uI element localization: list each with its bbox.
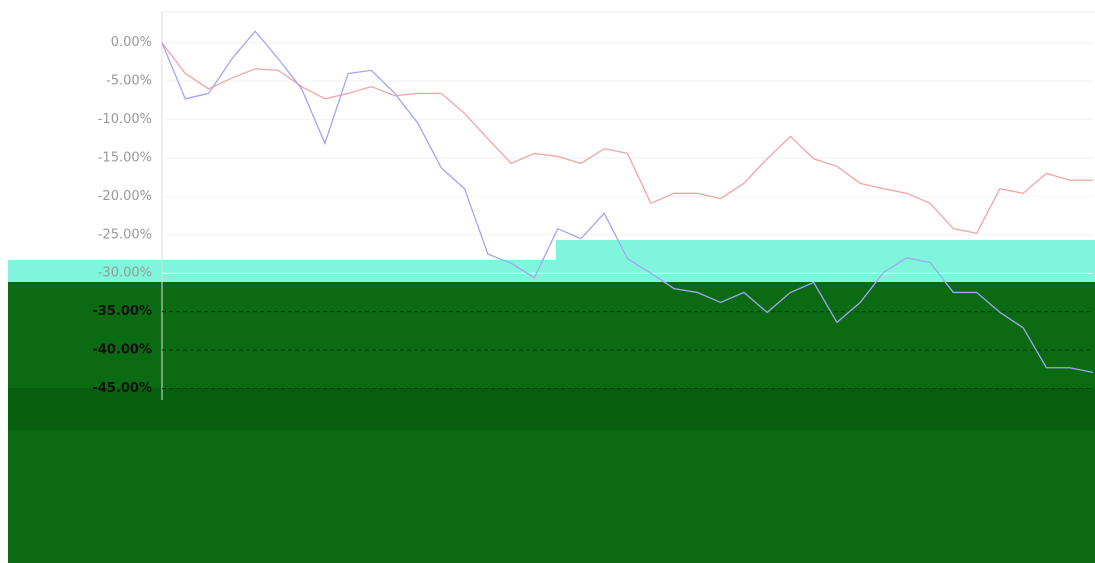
series-line xyxy=(161,30,1094,373)
series-line xyxy=(161,42,1093,235)
y-tick-label: -15.00% xyxy=(98,150,152,165)
y-tick-label: -25.00% xyxy=(98,227,152,242)
glitch-strip xyxy=(8,388,1095,430)
y-tick-label: -20.00% xyxy=(98,189,152,204)
y-tick-label: -40.00% xyxy=(92,343,152,358)
y-tick-label: -10.00% xyxy=(98,112,152,127)
glitch-band xyxy=(8,260,1095,282)
y-tick-label: -30.00% xyxy=(98,266,152,281)
y-tick-label: 0.00% xyxy=(111,35,152,50)
y-tick-label: -45.00% xyxy=(92,381,152,396)
y-tick-label: -5.00% xyxy=(106,74,152,89)
glitch-band xyxy=(556,240,1095,262)
y-tick-label: -35.00% xyxy=(92,304,152,319)
